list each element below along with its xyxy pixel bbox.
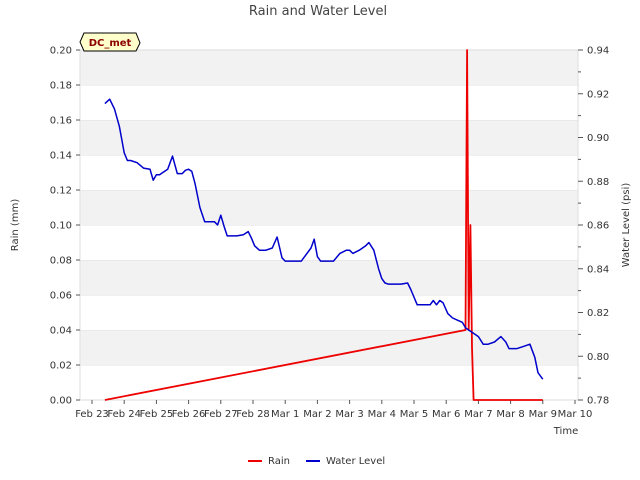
grid-band — [80, 260, 578, 295]
left-tick-label: 0.00 — [50, 396, 72, 407]
badge-shape — [79, 32, 141, 52]
grid-band — [80, 155, 578, 190]
grid-band — [80, 50, 578, 85]
x-tick-label: Feb 23 — [75, 409, 109, 420]
left-tick-label: 0.10 — [50, 221, 72, 232]
right-tick-label: 0.92 — [587, 89, 609, 100]
left-tick-label: 0.04 — [50, 326, 72, 337]
y-axis-label-left: Rain (mm) — [10, 199, 21, 252]
water-level-series-line — [104, 98, 544, 380]
series-layer — [104, 49, 544, 401]
grid-band — [80, 225, 578, 260]
chart-title: Rain and Water Level — [249, 4, 387, 19]
x-tick-label: Feb 26 — [172, 409, 206, 420]
left-tick-label: 0.18 — [50, 81, 72, 92]
x-tick-label: Mar 5 — [400, 409, 428, 420]
grid-band — [80, 330, 578, 365]
right-tick-label: 0.84 — [587, 264, 609, 275]
legend: Rain Water Level — [248, 456, 385, 467]
left-tick-label: 0.06 — [50, 291, 72, 302]
left-tick-label: 0.12 — [50, 186, 72, 197]
x-tick-label: Feb 27 — [204, 409, 238, 420]
right-tick-label: 0.80 — [587, 352, 609, 363]
grid-band — [80, 120, 578, 155]
left-tick-label: 0.16 — [50, 116, 72, 127]
left-tick-label: 0.14 — [50, 151, 72, 162]
x-tick-label: Mar 7 — [464, 409, 492, 420]
x-tick-label: Feb 25 — [140, 409, 174, 420]
x-tick-label: Mar 9 — [529, 409, 557, 420]
right-tick-label: 0.88 — [587, 177, 609, 188]
right-tick-label: 0.78 — [587, 396, 609, 407]
x-tick-label: Mar 10 — [558, 409, 593, 420]
left-tick-label: 0.02 — [50, 361, 72, 372]
x-tick-label: Feb 24 — [107, 409, 141, 420]
rain-series-line — [104, 49, 543, 401]
left-tick-label: 0.08 — [50, 256, 72, 267]
right-tick-label: 0.90 — [587, 133, 609, 144]
x-tick-label: Mar 6 — [432, 409, 460, 420]
x-tick-label: Mar 2 — [303, 409, 331, 420]
x-axis-label: Time — [553, 426, 578, 437]
left-tick-label: 0.20 — [50, 46, 72, 57]
right-tick-label: 0.82 — [587, 308, 609, 319]
right-tick-label: 0.86 — [587, 221, 609, 232]
grid-band — [80, 190, 578, 225]
badge-label: DC_met — [89, 38, 132, 49]
right-tick-label: 0.94 — [587, 46, 609, 57]
grid-band — [80, 295, 578, 330]
right-axis-ticks: 0.78 0.80 0.82 0.84 0.86 0.88 0.90 0.92 0.94 — [578, 46, 609, 407]
x-tick-label: Mar 4 — [368, 409, 396, 420]
left-axis-ticks: 0.00 0.02 0.04 0.06 0.08 0.10 0.12 0.14 0.16 0.18… — [50, 46, 80, 407]
x-tick-label: Mar 3 — [335, 409, 363, 420]
x-tick-label: Mar 8 — [496, 409, 524, 420]
grid-band — [80, 85, 578, 120]
x-tick-label: Mar 1 — [271, 409, 299, 420]
y-axis-label-right: Water Level (psi) — [621, 183, 632, 268]
grid-band — [80, 365, 578, 400]
x-tick-label: Feb 28 — [236, 409, 270, 420]
background-bands — [80, 49, 578, 400]
station-badge: DC_met — [79, 32, 141, 52]
legend-rain-label: Rain — [268, 456, 290, 467]
legend-water-level-label: Water Level — [326, 456, 385, 467]
